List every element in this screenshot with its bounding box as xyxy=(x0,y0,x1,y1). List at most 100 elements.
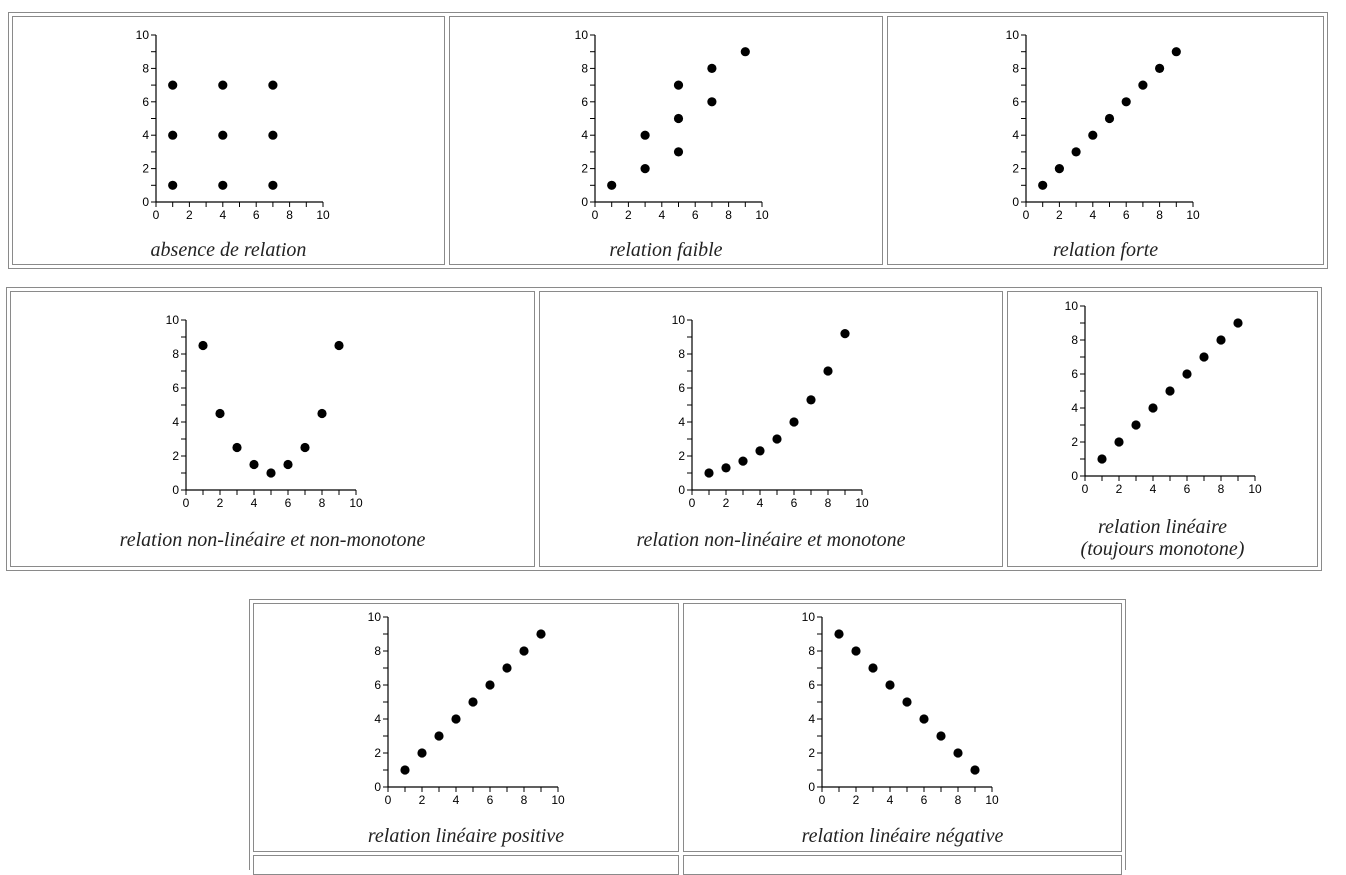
x-tick-label: 8 xyxy=(521,793,528,807)
chart-caption: relation non-linéaire et monotone xyxy=(636,529,906,551)
x-tick-label: 6 xyxy=(1123,208,1130,222)
data-point xyxy=(1148,403,1158,413)
data-point xyxy=(772,434,782,444)
data-point xyxy=(673,80,684,90)
next-row-cell-left xyxy=(253,855,679,875)
data-point xyxy=(266,468,276,478)
x-tick-label: 2 xyxy=(186,208,193,222)
x-tick-label: 10 xyxy=(855,496,869,510)
y-tick-label: 4 xyxy=(678,415,685,429)
x-tick-label: 8 xyxy=(725,208,732,222)
y-tick-label: 4 xyxy=(172,415,179,429)
data-point xyxy=(707,63,717,73)
x-tick-label: 2 xyxy=(419,793,426,807)
data-point xyxy=(851,646,861,656)
data-point xyxy=(249,459,259,470)
data-point xyxy=(168,130,178,140)
data-point xyxy=(1038,180,1048,190)
data-point xyxy=(168,180,178,190)
data-point xyxy=(738,456,748,466)
data-point xyxy=(485,680,495,690)
y-tick-label: 10 xyxy=(672,313,686,327)
data-point xyxy=(1054,164,1064,174)
data-point xyxy=(283,459,293,470)
y-tick-label: 0 xyxy=(678,483,685,497)
data-point xyxy=(451,714,461,724)
y-tick-label: 0 xyxy=(172,483,179,497)
y-tick-label: 6 xyxy=(581,95,588,109)
y-tick-label: 6 xyxy=(1071,367,1078,381)
scatter-plot-absence-de-relation: 0 2 4 6 8 10 0 2 4 6 8 10 xyxy=(136,28,330,222)
x-tick-label: 2 xyxy=(1116,482,1123,496)
x-tick-label: 8 xyxy=(955,793,962,807)
data-point xyxy=(215,408,225,419)
y-tick-label: 8 xyxy=(581,61,588,75)
data-point xyxy=(707,97,717,107)
data-point xyxy=(902,697,912,707)
x-tick-label: 8 xyxy=(286,208,293,222)
x-tick-label: 0 xyxy=(1082,482,1089,496)
data-point xyxy=(673,147,684,157)
data-point xyxy=(1233,318,1243,328)
data-point xyxy=(1182,369,1192,379)
x-tick-label: 4 xyxy=(887,793,894,807)
y-tick-label: 0 xyxy=(142,195,149,209)
scatter-plot-non-lineaire-monotone: 0 2 4 6 8 10 0 2 4 6 8 10 xyxy=(672,313,869,510)
x-tick-label: 2 xyxy=(723,496,730,510)
y-tick-label: 4 xyxy=(142,128,149,142)
scatter-plot-lineaire-positive: 0 2 4 6 8 10 0 2 4 6 8 10 xyxy=(368,610,565,807)
y-tick-label: 2 xyxy=(142,162,149,176)
data-point xyxy=(468,697,478,707)
data-point xyxy=(1114,437,1124,447)
data-point xyxy=(640,164,650,174)
chart-caption: relation linéaire positive xyxy=(367,825,565,847)
data-point xyxy=(1138,80,1148,90)
chart-cell-relation-faible: 0 2 4 6 8 10 0 2 4 6 8 10 relation faible xyxy=(449,16,883,265)
chart-cell-relation-forte: 0 2 4 6 8 10 0 2 4 6 8 10 relation forte xyxy=(887,16,1324,265)
data-point xyxy=(218,130,228,140)
data-point xyxy=(1104,113,1115,124)
y-tick-label: 4 xyxy=(581,128,588,142)
x-tick-label: 10 xyxy=(349,496,363,510)
data-point xyxy=(218,80,228,90)
data-point xyxy=(300,442,310,453)
y-tick-label: 10 xyxy=(1006,28,1020,42)
x-tick-label: 8 xyxy=(1156,208,1163,222)
x-tick-label: 6 xyxy=(1184,482,1191,496)
data-point xyxy=(936,731,946,741)
y-tick-label: 10 xyxy=(802,610,816,624)
y-tick-label: 6 xyxy=(678,381,685,395)
x-tick-label: 0 xyxy=(183,496,190,510)
data-point xyxy=(198,340,208,351)
data-point xyxy=(1131,420,1141,430)
x-tick-label: 10 xyxy=(551,793,565,807)
chart-caption: relation non-linéaire et non-monotone xyxy=(119,529,426,551)
x-tick-label: 4 xyxy=(219,208,226,222)
chart-cell-non-lineaire-monotone: 0 2 4 6 8 10 0 2 4 6 8 10 relation non-linéaire et … xyxy=(539,291,1003,567)
y-tick-label: 2 xyxy=(1071,435,1078,449)
data-point xyxy=(334,340,344,351)
y-tick-label: 4 xyxy=(374,712,381,726)
y-tick-label: 0 xyxy=(374,780,381,794)
figure-table-row-1: 0 2 4 6 8 10 0 2 4 6 8 10 absence de relation 0 2 4 6 8… xyxy=(8,12,1328,269)
data-point xyxy=(434,731,444,741)
y-tick-label: 8 xyxy=(808,644,815,658)
data-point xyxy=(607,180,617,190)
chart-caption: relation linéaire (toujours monotone) xyxy=(1008,516,1317,560)
x-tick-label: 6 xyxy=(791,496,798,510)
y-tick-label: 2 xyxy=(678,449,685,463)
y-tick-label: 4 xyxy=(1071,401,1078,415)
y-tick-label: 10 xyxy=(575,28,589,42)
data-point xyxy=(806,395,816,405)
y-tick-label: 0 xyxy=(1012,195,1019,209)
data-point xyxy=(502,663,512,673)
x-tick-label: 2 xyxy=(853,793,860,807)
chart-caption: relation faible xyxy=(609,239,723,261)
y-tick-label: 6 xyxy=(374,678,381,692)
chart-cell-relation-lineaire: 0 2 4 6 8 10 0 2 4 6 8 10 relation linéaire (toujou… xyxy=(1007,291,1318,567)
data-point xyxy=(868,663,878,673)
y-tick-label: 10 xyxy=(136,28,150,42)
y-tick-label: 0 xyxy=(581,195,588,209)
x-tick-label: 6 xyxy=(253,208,260,222)
data-point xyxy=(740,47,750,57)
